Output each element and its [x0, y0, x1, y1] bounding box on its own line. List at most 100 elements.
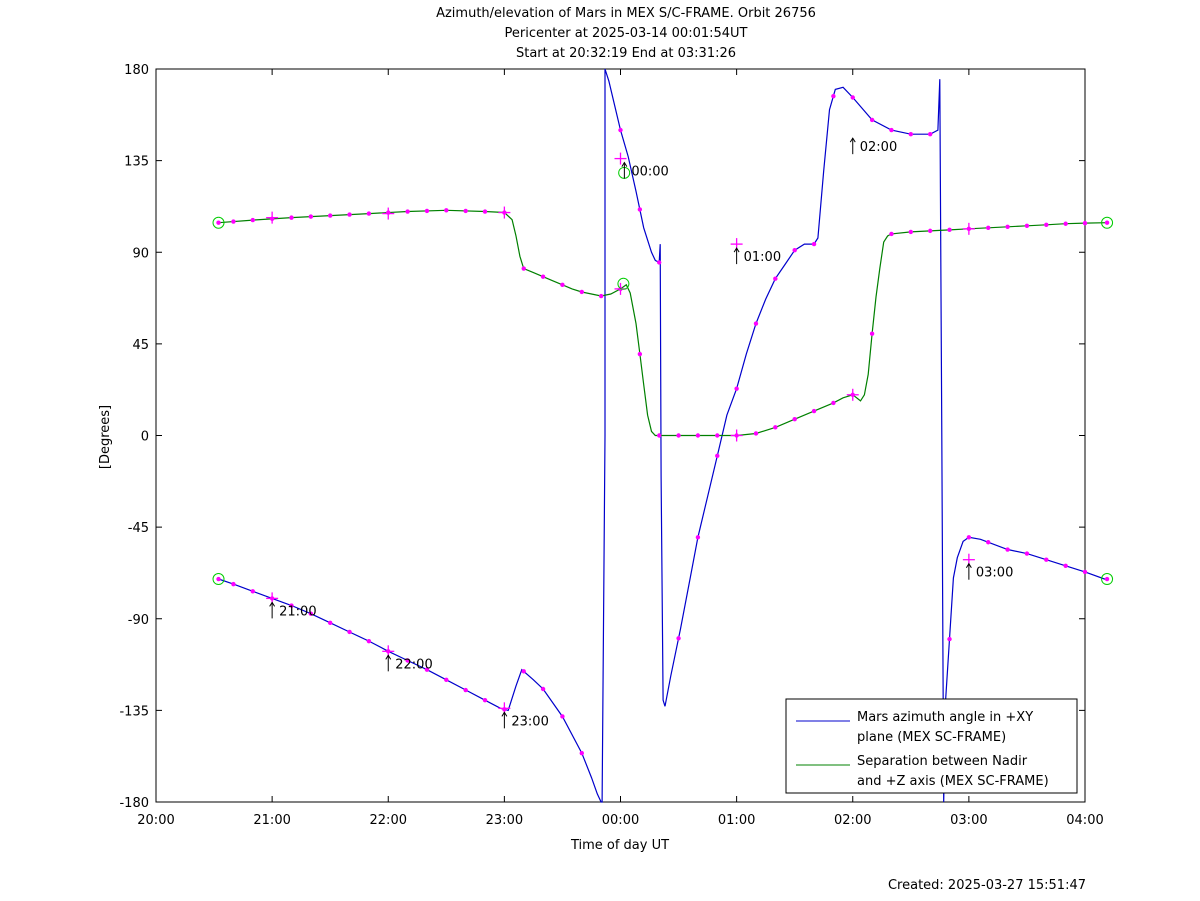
data-point-marker [521, 669, 526, 674]
legend: Mars azimuth angle in +XY plane (MEX SC-… [785, 698, 1078, 794]
data-point-marker [637, 207, 643, 212]
data-point-marker [986, 540, 991, 545]
annotation-arrow-head [385, 654, 392, 660]
data-point-marker [1024, 223, 1030, 228]
data-point-marker [231, 219, 236, 224]
x-tick-label: 00:00 [602, 813, 639, 828]
data-point-marker [327, 213, 333, 218]
data-point-marker [579, 289, 584, 295]
y-tick-label: 180 [124, 63, 149, 78]
data-point-marker [695, 433, 701, 438]
x-tick-label: 22:00 [370, 813, 407, 828]
data-point-marker [889, 231, 894, 237]
data-point-marker [1044, 557, 1049, 562]
x-tick-label: 21:00 [253, 813, 290, 828]
data-point-marker [1044, 222, 1049, 227]
start-end-circle [212, 573, 225, 586]
data-point-marker [289, 215, 294, 220]
data-point-marker [869, 331, 875, 336]
data-point-marker [715, 453, 720, 459]
y-tick-label: 45 [132, 338, 149, 353]
data-point-marker [734, 386, 739, 391]
data-point-marker [811, 408, 817, 414]
y-tick-label: 90 [132, 246, 149, 261]
data-point-marker [986, 225, 991, 231]
data-point-marker [1005, 547, 1010, 552]
annotation-arrow-head [733, 247, 740, 253]
annotation-label: 22:00 [395, 657, 432, 672]
start-end-circle [1101, 573, 1114, 586]
data-point-marker [308, 214, 314, 219]
x-tick-label: 20:00 [137, 813, 174, 828]
chart-title: Azimuth/elevation of Mars in MEX S/C-FRA… [436, 6, 816, 61]
data-point-marker [850, 95, 855, 100]
data-point-marker [424, 667, 430, 672]
data-point-marker [216, 220, 221, 225]
data-point-marker [366, 211, 372, 216]
y-tick-label: -180 [119, 796, 149, 811]
data-point-marker [889, 127, 894, 133]
data-point-marker [966, 535, 972, 540]
title-line-2: Pericenter at 2025-03-14 00:01:54UT [504, 26, 747, 41]
data-point-marker [1082, 220, 1088, 226]
data-point-marker [927, 131, 933, 137]
x-tick-label: 02:00 [834, 813, 871, 828]
title-line-3: Start at 20:32:19 End at 03:31:26 [516, 46, 736, 61]
data-point-marker [463, 687, 468, 693]
data-point-marker [869, 117, 875, 123]
y-axis-label: [Degrees] [98, 405, 113, 469]
data-point-marker [657, 433, 662, 438]
data-point-marker [444, 677, 449, 683]
data-point-marker [444, 208, 449, 213]
annotation-arrow-head [849, 137, 856, 143]
data-point-marker [1005, 224, 1010, 229]
y-tick-label: 0 [141, 430, 149, 445]
data-point-marker [657, 260, 662, 265]
data-point-marker [366, 638, 372, 644]
start-end-circle [212, 216, 225, 229]
data-point-marker [773, 425, 778, 430]
legend-label-azimuth-2: plane (MEX SC-FRAME) [857, 730, 1006, 745]
data-point-marker [1104, 220, 1110, 225]
data-point-marker [927, 228, 933, 234]
data-point-marker [405, 209, 410, 214]
y-tick-label: -135 [119, 704, 149, 719]
y-tick-label: -45 [128, 521, 149, 536]
data-point-marker [540, 274, 546, 279]
data-point-marker [1104, 576, 1110, 582]
legend-label-separation-2: and +Z axis (MEX SC-FRAME) [857, 774, 1049, 789]
data-point-marker [908, 229, 914, 235]
x-tick-label: 23:00 [486, 813, 523, 828]
data-point-marker [560, 714, 565, 719]
data-point-marker [792, 248, 797, 253]
annotation-label: 00:00 [631, 165, 668, 180]
data-point-marker [811, 241, 817, 247]
data-point-marker [308, 611, 314, 616]
series-line-azimuth [218, 68, 1108, 803]
annotation-label: 03:00 [976, 566, 1013, 581]
data-point-marker [792, 417, 797, 422]
y-tick-label: -90 [128, 613, 149, 628]
x-tick-label: 03:00 [950, 813, 987, 828]
data-point-marker [773, 276, 778, 281]
data-point-marker [598, 293, 604, 299]
data-point-marker [676, 636, 681, 641]
x-tick-label: 01:00 [718, 813, 755, 828]
time-annotations: 21:00 22:00 23:00 00:00 01:00 02:00 03:00 [269, 137, 1013, 729]
data-point-marker [579, 750, 584, 756]
annotation-label: 01:00 [744, 250, 781, 265]
data-point-marker [482, 209, 488, 214]
axis-ticks: 20:00 21:00 22:00 23:00 00:00 01:00 02:00 03:00… [119, 63, 1103, 828]
start-end-circle [1101, 216, 1114, 229]
data-point-marker [1063, 563, 1068, 569]
created-timestamp: Created: 2025-03-27 15:51:47 [888, 878, 1086, 893]
data-point-marker [947, 636, 952, 642]
data-point-marker [753, 431, 759, 436]
annotation-label: 21:00 [279, 604, 316, 619]
data-point-marker [637, 351, 643, 357]
annotation-label: 02:00 [860, 140, 897, 155]
data-point-marker [831, 93, 836, 99]
legend-label-separation-1: Separation between Nadir [857, 754, 1028, 769]
data-point-marker [231, 581, 236, 587]
data-point-marker [695, 535, 701, 540]
